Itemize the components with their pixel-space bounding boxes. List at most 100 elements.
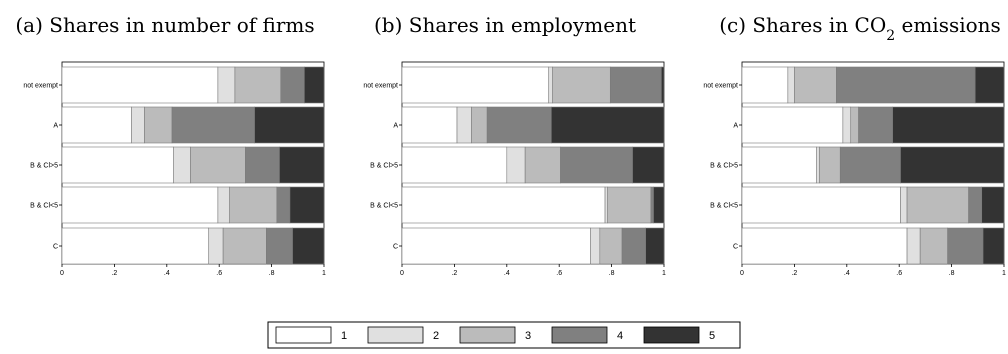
- panel-2: (b) Shares in employment not exempt A B & C…: [363, 13, 666, 277]
- legend-label-2: 2: [433, 330, 439, 342]
- x-tick-label: .6: [216, 270, 222, 277]
- bar-segment-3: [599, 227, 623, 265]
- x-tick-label: .2: [451, 270, 457, 277]
- x-tick-label: .4: [504, 270, 510, 277]
- bar-segment-3: [607, 186, 652, 224]
- bar-segment-1: [741, 106, 844, 144]
- legend-label-5: 5: [709, 330, 715, 342]
- bar-segment-4: [245, 146, 280, 184]
- bar-segment-3: [471, 106, 488, 144]
- x-tick-label: 1: [662, 270, 666, 277]
- category-label: C: [393, 244, 398, 251]
- bar-segment-1: [401, 66, 550, 104]
- category-label: B & Cl>5: [30, 163, 58, 170]
- panel-1: (a) Shares in number of firms not exempt A…: [15, 13, 326, 277]
- category-label: not exempt: [363, 83, 398, 90]
- bar-segment-3: [850, 106, 859, 144]
- legend-swatch-2: [367, 326, 424, 344]
- bar-segment-1: [401, 106, 458, 144]
- legend-label-4: 4: [617, 330, 623, 342]
- panel-3: (c) Shares in CO2 emissions not exempt A B …: [703, 13, 1006, 277]
- bar-segment-1: [61, 106, 132, 144]
- bar-segment-1: [741, 227, 908, 265]
- category-label: B & Cl<5: [370, 203, 398, 210]
- bar-segment-3: [524, 146, 561, 184]
- category-label: B & Cl>5: [370, 163, 398, 170]
- bar-segment-5: [981, 186, 1005, 224]
- legend-swatch-4: [551, 326, 608, 344]
- panel-title: (c) Shares in CO2 emissions: [719, 13, 1001, 44]
- bar-segment-5: [304, 66, 325, 104]
- bar-segment-5: [289, 186, 325, 224]
- bar-segment-5: [900, 146, 1005, 184]
- bar-segment-4: [858, 106, 893, 144]
- category-label: B & Cl<5: [710, 203, 738, 210]
- bar-segment-2: [217, 66, 236, 104]
- x-tick-label: .8: [609, 270, 615, 277]
- bar-segment-4: [486, 106, 552, 144]
- bar-segment-1: [61, 227, 210, 265]
- category-label: A: [393, 123, 398, 130]
- legend-swatch-1: [275, 326, 332, 344]
- bar-segment-4: [968, 186, 983, 224]
- panel-title: (b) Shares in employment: [374, 13, 636, 37]
- panels: (a) Shares in number of firms not exempt A…: [15, 13, 1006, 277]
- bar-segment-5: [974, 66, 1005, 104]
- bar-segment-2: [816, 146, 820, 184]
- bar-segment-2: [173, 146, 191, 184]
- bar-segment-2: [604, 186, 608, 224]
- x-tick-label: 0: [740, 270, 744, 277]
- bar-segment-3: [229, 186, 278, 224]
- category-label: A: [733, 123, 738, 130]
- bar-segment-4: [560, 146, 633, 184]
- bar-segment-5: [632, 146, 665, 184]
- x-tick-label: 1: [322, 270, 326, 277]
- bar-segment-2: [842, 106, 852, 144]
- bar-segment-1: [741, 186, 901, 224]
- bar-segment-3: [222, 227, 267, 265]
- bar-segment-2: [906, 227, 921, 265]
- bar-segment-1: [741, 66, 789, 104]
- bar-segment-4: [621, 227, 646, 265]
- bar-segment-3: [190, 146, 246, 184]
- bar-segment-3: [818, 146, 841, 184]
- bar-segment-4: [266, 227, 293, 265]
- bar-segment-1: [401, 227, 591, 265]
- x-tick-label: .8: [269, 270, 275, 277]
- bar-segment-3: [906, 186, 969, 224]
- bar-segment-2: [456, 106, 472, 144]
- bar-segment-2: [217, 186, 230, 224]
- bar-segment-4: [839, 146, 901, 184]
- bar-segment-3: [234, 66, 282, 104]
- bar-segment-2: [900, 186, 908, 224]
- bar-segment-2: [787, 66, 795, 104]
- category-label: A: [53, 123, 58, 130]
- bar-segment-1: [61, 66, 219, 104]
- bar-segment-2: [548, 66, 553, 104]
- panel-title: (a) Shares in number of firms: [15, 13, 314, 37]
- bar-segment-4: [609, 66, 662, 104]
- x-tick-label: 1: [1002, 270, 1006, 277]
- bar-segment-1: [741, 146, 817, 184]
- bar-segment-3: [794, 66, 837, 104]
- bar-segment-4: [280, 66, 305, 104]
- x-tick-label: .2: [111, 270, 117, 277]
- bar-segment-5: [551, 106, 665, 144]
- bar-segment-5: [653, 186, 665, 224]
- bar-segment-4: [650, 186, 654, 224]
- bar-segment-3: [144, 106, 173, 144]
- x-tick-label: .6: [896, 270, 902, 277]
- x-tick-label: 0: [400, 270, 404, 277]
- legend-swatch-5: [643, 326, 700, 344]
- x-tick-label: .6: [556, 270, 562, 277]
- bar-segment-5: [661, 66, 665, 104]
- x-tick-label: .8: [949, 270, 955, 277]
- bar-segment-1: [61, 146, 174, 184]
- legend-label-1: 1: [341, 330, 347, 342]
- category-label: C: [53, 244, 58, 251]
- bar-segment-1: [401, 146, 508, 184]
- category-label: not exempt: [703, 83, 738, 90]
- bar-segment-2: [131, 106, 145, 144]
- bar-segment-2: [506, 146, 526, 184]
